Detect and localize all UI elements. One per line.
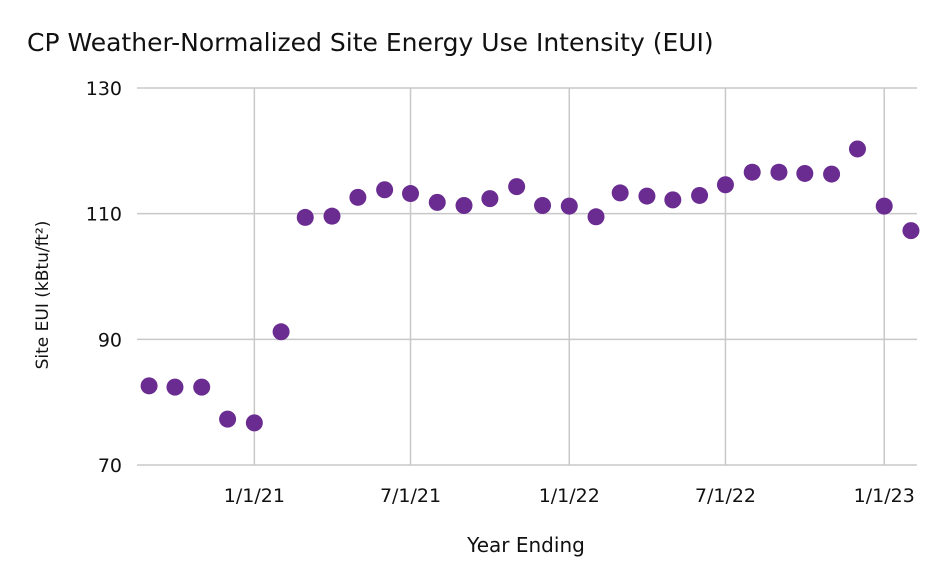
data-point <box>455 196 473 214</box>
data-point <box>902 222 920 240</box>
data-point <box>796 164 814 182</box>
data-point <box>611 184 629 202</box>
data-point <box>481 190 499 208</box>
data-point <box>848 140 866 158</box>
data-point <box>272 323 290 341</box>
data-point <box>534 196 552 214</box>
data-point <box>508 178 526 196</box>
data-point <box>402 185 420 203</box>
chart-title: CP Weather-Normalized Site Energy Use In… <box>27 28 714 57</box>
data-point <box>691 186 709 204</box>
data-points <box>140 140 920 432</box>
data-point <box>193 378 211 396</box>
data-point <box>743 163 761 181</box>
data-point <box>428 193 446 211</box>
data-point <box>140 377 158 395</box>
data-point <box>376 181 394 199</box>
data-point <box>323 207 341 225</box>
data-point <box>296 208 314 226</box>
y-tick-label: 90 <box>98 329 122 351</box>
data-point <box>875 197 893 215</box>
x-gridlines <box>253 88 885 465</box>
y-tick-labels: 70 90 110 130 <box>86 78 122 477</box>
data-point <box>349 188 367 206</box>
data-point <box>823 165 841 183</box>
data-point <box>587 208 605 226</box>
x-tick-label: 7/1/21 <box>380 485 441 507</box>
data-point <box>638 187 656 205</box>
data-point <box>716 176 734 194</box>
data-point <box>770 163 788 181</box>
y-tick-label: 70 <box>98 455 122 477</box>
y-tick-label: 110 <box>86 204 122 226</box>
x-tick-label: 1/1/21 <box>224 485 285 507</box>
y-tick-label: 130 <box>86 78 122 100</box>
x-tick-labels: 1/1/21 7/1/21 1/1/22 7/1/22 1/1/23 <box>224 485 915 507</box>
x-tick-label: 1/1/23 <box>854 485 915 507</box>
x-axis-label: Year Ending <box>466 533 585 557</box>
data-point <box>219 410 237 428</box>
data-point <box>245 414 263 432</box>
x-tick-label: 1/1/22 <box>539 485 600 507</box>
data-point <box>166 378 184 396</box>
data-point <box>560 197 578 215</box>
data-point <box>664 191 682 209</box>
y-gridlines <box>137 87 917 466</box>
x-tick-label: 7/1/22 <box>695 485 756 507</box>
y-axis-label: Site EUI (kBtu/ft²) <box>33 221 53 370</box>
